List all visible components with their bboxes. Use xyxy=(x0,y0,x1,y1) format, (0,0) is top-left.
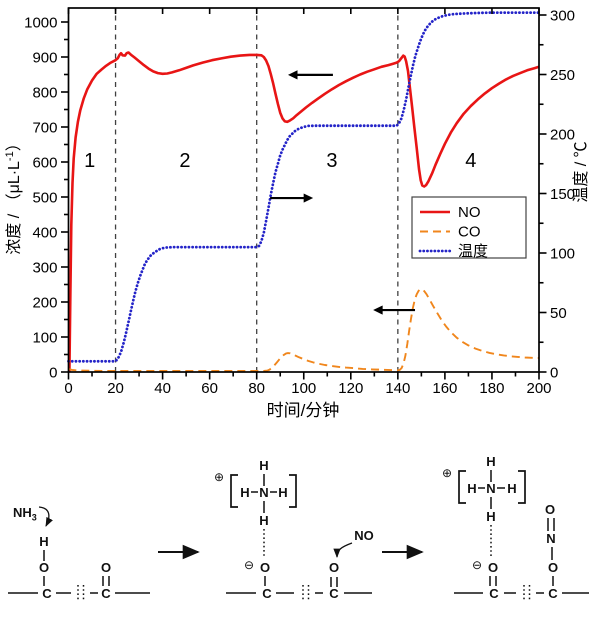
nh3-attack-arrow xyxy=(38,506,53,527)
series-line-温度 xyxy=(67,11,541,363)
h-atom: H xyxy=(259,513,268,528)
tick-label: 200 xyxy=(550,127,575,144)
tick-label: 200 xyxy=(32,295,57,312)
tick-label: 300 xyxy=(32,260,57,277)
series-line-NO xyxy=(68,51,540,373)
tick-label: 300 xyxy=(550,8,575,25)
no-attack-arrow xyxy=(333,542,353,559)
left-bracket xyxy=(230,474,238,508)
h-atom: H xyxy=(278,485,287,500)
region-label-1: 1 xyxy=(84,150,95,172)
y-axis-label-right: 温度 / ℃ xyxy=(572,141,590,202)
n-atom: N xyxy=(546,531,555,546)
tick-label: 100 xyxy=(291,380,316,397)
minus-charge: ⊖ xyxy=(244,558,254,572)
tick-label: 40 xyxy=(154,380,171,397)
structure-2: ⊕ H N H H H ⊖ O C C O NO xyxy=(214,458,374,601)
o-atom: O xyxy=(488,560,498,575)
axis-arrowhead-温度 xyxy=(303,193,314,203)
axis-arrowhead-CO xyxy=(373,305,383,315)
nh3-label: NH3 xyxy=(13,505,37,523)
tick-label: 0 xyxy=(64,380,72,397)
c-atom: C xyxy=(489,586,499,601)
legend-label-温度: 温度 xyxy=(458,243,488,260)
tick-label: 0 xyxy=(550,365,558,382)
region-label-3: 3 xyxy=(326,150,337,172)
legend-box xyxy=(411,196,527,259)
h-atom: H xyxy=(259,458,268,473)
right-bracket xyxy=(289,474,297,508)
o-atom: O xyxy=(548,560,558,575)
tick-label: 900 xyxy=(32,50,57,67)
h-atom: H xyxy=(486,454,495,469)
x-axis-label: 时间/分钟 xyxy=(267,401,340,420)
c-atom: C xyxy=(101,586,111,601)
tick-label: 800 xyxy=(32,85,57,102)
legend-label-CO: CO xyxy=(458,224,481,241)
tick-label: 0 xyxy=(49,365,57,382)
o-atom: O xyxy=(260,560,270,575)
o-atom: O xyxy=(101,560,111,575)
o-atom: O xyxy=(329,560,339,575)
tick-label: 140 xyxy=(385,380,410,397)
h-atom: H xyxy=(507,481,516,496)
tick-label: 150 xyxy=(550,186,575,203)
tick-label: 400 xyxy=(32,225,57,242)
concentration-temperature-chart: 0 20 40 60 80 100 120 140 160 180 2000100200300400… xyxy=(4,7,590,420)
right-bracket xyxy=(518,470,526,504)
tick-label: 100 xyxy=(32,330,57,347)
o-atom: O xyxy=(545,502,555,517)
legend-label-NO: NO xyxy=(458,204,481,221)
plus-charge: ⊕ xyxy=(442,466,452,480)
structure-1: NH3 H O C C O xyxy=(8,505,150,601)
tick-label: 60 xyxy=(201,380,218,397)
structure-3: ⊕ H N H H H ⊖ O C C O N O xyxy=(442,454,589,601)
h-atom: H xyxy=(240,485,249,500)
tick-label: 180 xyxy=(479,380,504,397)
tick-label: 500 xyxy=(32,190,57,207)
tick-label: 200 xyxy=(526,380,551,397)
region-label-2: 2 xyxy=(179,150,190,172)
plus-charge: ⊕ xyxy=(214,470,224,484)
series-line-CO xyxy=(68,288,540,372)
y-axis-label-left: 浓度 / （μL·L-1） xyxy=(4,135,23,254)
o-atom: O xyxy=(39,560,49,575)
axis-arrowhead-NO xyxy=(287,70,298,80)
c-atom: C xyxy=(548,586,558,601)
minus-charge: ⊖ xyxy=(472,558,482,572)
h-atom: H xyxy=(39,534,48,549)
c-atom: C xyxy=(42,586,52,601)
tick-label: 600 xyxy=(32,155,57,172)
c-atom: C xyxy=(329,586,339,601)
h-atom: H xyxy=(467,481,476,496)
tick-label: 20 xyxy=(107,380,124,397)
tick-label: 160 xyxy=(432,380,457,397)
tick-label: 120 xyxy=(338,380,363,397)
tick-label: 700 xyxy=(32,120,57,137)
region-label-4: 4 xyxy=(465,150,476,172)
h-atom: H xyxy=(486,509,495,524)
tick-label: 100 xyxy=(550,246,575,263)
no-label: NO xyxy=(354,528,374,543)
tick-label: 80 xyxy=(248,380,265,397)
left-bracket xyxy=(458,470,466,504)
n-atom: N xyxy=(259,485,268,500)
c-atom: C xyxy=(262,586,272,601)
tick-label: 250 xyxy=(550,67,575,84)
tick-label: 1000 xyxy=(24,15,57,32)
tick-label: 50 xyxy=(550,305,567,322)
n-atom: N xyxy=(486,481,495,496)
reaction-mechanism-diagram: NH3 H O C C O ⊕ H N H H H ⊖ O C xyxy=(8,454,589,601)
